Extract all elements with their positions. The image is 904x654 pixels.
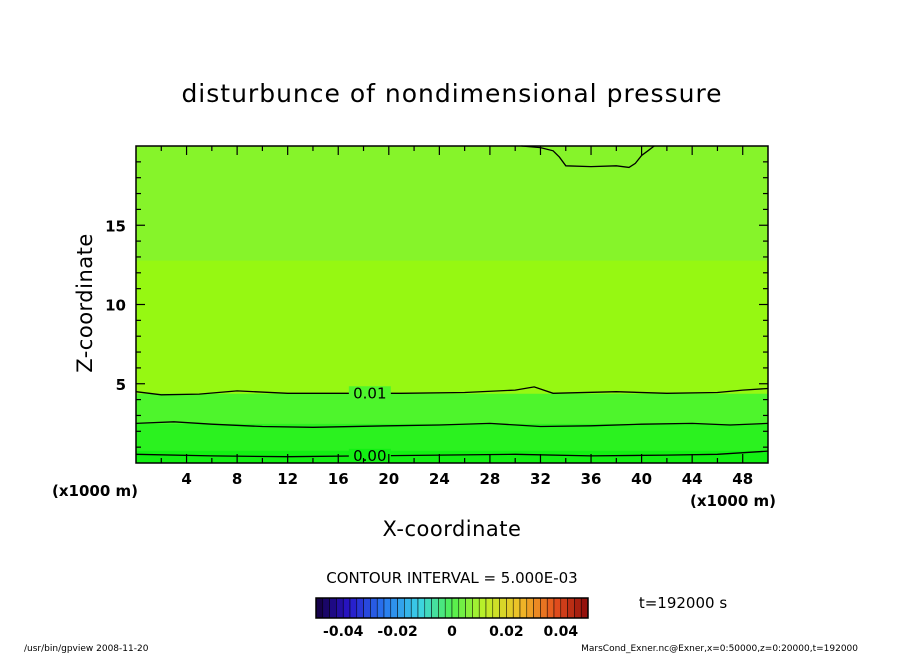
colorbar-cell (438, 597, 446, 619)
colorbar-cell (560, 597, 568, 619)
colorbar-cell (410, 597, 419, 619)
x-tick-label: 44 (682, 470, 703, 488)
x-tick-label: 12 (277, 470, 298, 488)
colorbar-cell (540, 597, 548, 619)
colorbar-tick-label: 0.02 (489, 624, 524, 640)
contour-label-bg-0 (348, 448, 391, 463)
colorbar-cell (512, 597, 521, 619)
colorbar-frame (315, 597, 589, 619)
contour-interval-label: CONTOUR INTERVAL = 5.000E-03 (326, 569, 577, 587)
colorbar-cell (526, 597, 534, 619)
x-tick-label: 32 (530, 470, 551, 488)
chart-title: disturbunce of nondimensional pressure (181, 79, 722, 108)
y-unit-label: (x1000 m) (52, 482, 138, 500)
x-tick-label: 24 (429, 470, 450, 488)
colorbar-cell (580, 597, 589, 619)
x-axis-label: X-coordinate (383, 517, 522, 541)
y-tick-label: 15 (105, 217, 126, 235)
x-tick-label: 8 (232, 470, 242, 488)
colorbar-cell (349, 597, 358, 619)
colorbar-cell (390, 597, 398, 619)
fill-band-4 (136, 146, 768, 261)
fill-band-1 (136, 423, 768, 451)
colorbar-tick-label: -0.04 (323, 624, 364, 640)
contour-label-bg-2 (348, 386, 391, 401)
footer-right: MarsCond_Exner.nc@Exner,x=0:50000,z=0:20… (581, 644, 858, 654)
contour-fill (136, 146, 768, 464)
colorbar-cell (417, 597, 426, 619)
colorbar-tick-label: -0.02 (377, 624, 417, 640)
x-tick-label: 48 (732, 470, 753, 488)
x-tick-label: 28 (479, 470, 500, 488)
x-tick-label: 4 (181, 470, 191, 488)
fill-band-3 (136, 260, 768, 394)
x-unit-label: (x1000 m) (690, 492, 776, 510)
colorbar-cell (397, 597, 405, 619)
x-tick-label: 20 (378, 470, 399, 488)
time-label: t=192000 s (639, 594, 727, 612)
contour-line-1 (135, 421, 769, 428)
colorbar-cell (492, 597, 500, 619)
colorbar-cell (574, 597, 582, 619)
x-tick-label: 40 (631, 470, 652, 488)
colorbar (315, 597, 589, 619)
axis-ticks (136, 146, 768, 463)
colorbar-cell (342, 597, 351, 619)
colorbar-cell (451, 597, 460, 619)
colorbar-labels: -0.04 -0.02 0 0.02 0.04 (323, 624, 578, 640)
fill-band-0 (136, 450, 768, 464)
colorbar-cell (444, 597, 453, 619)
contour-line-3 (521, 145, 655, 169)
y-axis-label: Z-coordinate (73, 233, 97, 373)
colorbar-tick-label: 0.04 (544, 624, 579, 640)
colorbar-cell (519, 597, 528, 619)
colorbar-cell (506, 597, 514, 619)
fill-band-2 (136, 393, 768, 424)
colorbar-cell (478, 597, 487, 619)
colorbar-cell (546, 597, 555, 619)
y-tick-label: 5 (116, 376, 126, 394)
contour-label-0: 0.00 (353, 447, 386, 465)
colorbar-tick-label: 0 (447, 624, 457, 640)
colorbar-cell (383, 597, 392, 619)
colorbar-cell (370, 597, 378, 619)
colorbar-cell (376, 597, 385, 619)
colorbar-cell (336, 597, 344, 619)
colorbar-cell (315, 597, 324, 619)
colorbar-cell (356, 597, 364, 619)
x-tick-label: 16 (328, 470, 349, 488)
colorbar-cell (404, 597, 412, 619)
colorbar-cell (329, 597, 337, 619)
colorbar-cell (424, 597, 432, 619)
colorbar-cell (567, 597, 575, 619)
colorbar-cell (485, 597, 494, 619)
colorbar-cell (431, 597, 439, 619)
colorbar-cell (533, 597, 541, 619)
colorbar-cell (465, 597, 473, 619)
colorbar-cell (553, 597, 562, 619)
contour-label-2: 0.01 (353, 384, 386, 402)
colorbar-cell (322, 597, 330, 619)
colorbar-cell (472, 597, 480, 619)
colorbar-cell (363, 597, 371, 619)
x-tick-label: 36 (581, 470, 602, 488)
contour-line-2 (135, 386, 769, 396)
colorbar-cell (458, 597, 466, 619)
y-tick-label: 10 (105, 297, 126, 315)
colorbar-cell (499, 597, 507, 619)
plot-frame (135, 145, 769, 464)
footer-left: /usr/bin/gpview 2008-11-20 (24, 644, 149, 654)
